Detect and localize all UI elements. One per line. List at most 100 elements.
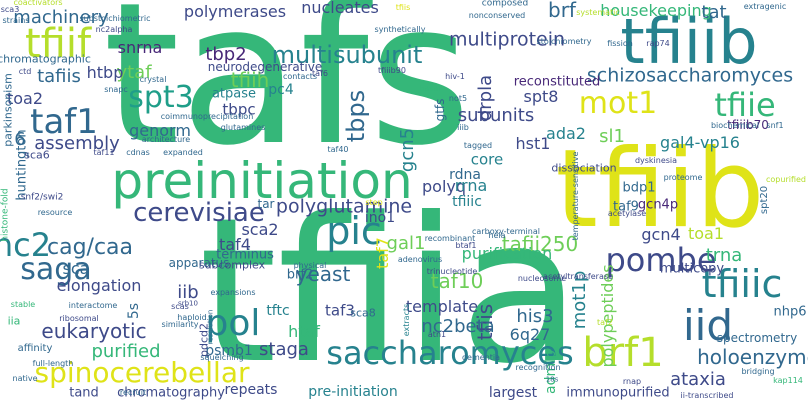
cloud-word: interactome xyxy=(68,301,118,310)
cloud-word: immunopurified xyxy=(566,385,670,401)
cloud-word: atpase xyxy=(211,86,257,102)
cloud-word: tfiif xyxy=(24,21,92,67)
cloud-word: systematic xyxy=(576,8,620,17)
cloud-word: tbp2 xyxy=(205,44,247,65)
cloud-word: polymerases xyxy=(183,2,287,21)
cloud-word: toa2 xyxy=(6,89,44,108)
cloud-word: dementia xyxy=(461,353,501,362)
cloud-word: carboxy-terminal xyxy=(472,227,540,236)
cloud-word: multiprotein xyxy=(448,28,566,51)
cloud-word: cag/caa xyxy=(46,235,134,260)
cloud-word: nucleates xyxy=(301,0,379,17)
cloud-word: copurified xyxy=(766,175,806,184)
cloud-word: holoenzyme xyxy=(697,345,808,369)
cloud-word: btaf1 xyxy=(455,241,477,250)
cloud-word: spectrometry xyxy=(716,331,798,345)
cloud-word: trinucleotide xyxy=(426,267,478,276)
cloud-word: gal4-vp16 xyxy=(660,133,740,152)
cloud-word: nc2alpha xyxy=(95,25,133,34)
cloud-word: pre-initiation xyxy=(308,384,398,400)
cloud-word: nc2 xyxy=(0,226,52,264)
cloud-word: tbps xyxy=(342,89,370,143)
cloud-word: snf2/swi2 xyxy=(20,192,64,203)
cloud-word: his3 xyxy=(516,306,554,327)
cloud-word: proteome xyxy=(663,173,703,182)
cloud-word: recombinant xyxy=(424,234,476,243)
cloud-word: fission xyxy=(607,39,633,48)
cloud-word: tbpc xyxy=(222,100,256,119)
cloud-word: snapc xyxy=(104,85,128,94)
cloud-word: adenovirus xyxy=(397,255,443,264)
cloud-word: sl1 xyxy=(599,126,625,147)
cloud-word: 6 xyxy=(14,129,26,150)
cloud-word: acetyltransferase xyxy=(543,272,613,281)
cloud-word: not5 xyxy=(448,94,468,103)
cloud-word: toa1 xyxy=(687,224,725,243)
cloud-word: tfiih xyxy=(230,68,270,92)
cloud-word: rnap xyxy=(622,377,642,386)
cloud-word: scas xyxy=(171,302,189,311)
cloud-word: template xyxy=(405,297,479,316)
cloud-word: substoichiometric xyxy=(79,14,151,23)
cloud-word: sca6 xyxy=(24,148,50,162)
cloud-word: hst1 xyxy=(515,134,551,153)
cloud-word: multisubunit xyxy=(271,41,423,69)
cloud-word: gal1 xyxy=(386,233,426,254)
cloud-word: parkinsonism xyxy=(1,73,15,147)
cloud-word: ada2 xyxy=(546,124,586,143)
cloud-word: trna xyxy=(705,245,743,266)
cloud-word: crystal xyxy=(139,75,167,84)
cloud-word: hela xyxy=(488,231,506,240)
cloud-word: biochemical xyxy=(710,121,760,130)
cloud-word: machinery xyxy=(13,7,109,28)
cloud-word: kap114 xyxy=(773,376,803,385)
cloud-word: drpla xyxy=(475,74,496,122)
cloud-word: chromatography xyxy=(117,385,225,401)
cloud-word: sca2 xyxy=(241,220,279,239)
cloud-word: tfiiic xyxy=(452,194,482,210)
cloud-word: purification xyxy=(461,244,553,263)
cloud-word: rap74 xyxy=(646,39,670,48)
cloud-word: tfiie xyxy=(714,86,776,124)
cloud-word: schizosaccharomyces xyxy=(586,64,794,87)
cloud-word: ctd xyxy=(18,67,32,76)
cloud-word: brf2 xyxy=(286,267,314,283)
cloud-word: bridging xyxy=(741,367,775,376)
cloud-word: taf7 xyxy=(373,237,392,269)
cloud-word: srb10 xyxy=(178,299,198,308)
cloud-word: dyskinesia xyxy=(634,156,678,165)
cloud-word: taf3 xyxy=(325,301,355,320)
cloud-word: recruit xyxy=(119,388,147,397)
cloud-word: pol xyxy=(205,303,261,344)
cloud-word: ataxia xyxy=(670,369,726,390)
cloud-word: native xyxy=(12,374,38,383)
cloud-word: purified xyxy=(91,341,161,362)
cloud-word: cdnas xyxy=(126,148,150,157)
cloud-word: gcn5 xyxy=(397,127,418,173)
cloud-word: sca8 xyxy=(350,306,376,320)
cloud-word: nhp6 xyxy=(773,304,807,320)
cloud-word: recognition xyxy=(515,363,561,372)
cloud-word: spinocerebellar xyxy=(34,356,250,389)
cloud-word: yeast xyxy=(295,262,351,286)
cloud-word: iia xyxy=(7,314,21,328)
cloud-word: rdna xyxy=(449,167,481,183)
cloud-word: taf1 xyxy=(30,102,98,142)
cloud-word: iiib xyxy=(457,123,469,132)
cloud-word: genorm xyxy=(129,121,191,140)
cloud-word: architecture xyxy=(141,135,191,144)
cloud-word: pc4 xyxy=(268,82,294,98)
cloud-word: tafs xyxy=(102,0,472,189)
cloud-word: haploid xyxy=(177,313,207,322)
cloud-word: spt8 xyxy=(523,87,559,106)
cloud-word: tfiis xyxy=(395,3,411,12)
cloud-word: ii-transcribed xyxy=(680,391,734,400)
cloud-word: htaf xyxy=(288,322,320,341)
cloud-word: tfiiib70 xyxy=(727,118,769,132)
cloud-word: reconstituted xyxy=(513,74,601,90)
cloud-word: rrna xyxy=(454,176,488,195)
cloud-word: 18s xyxy=(545,375,559,384)
cloud-word: subunits xyxy=(457,105,535,126)
cloud-word: chromatographic xyxy=(0,52,91,66)
